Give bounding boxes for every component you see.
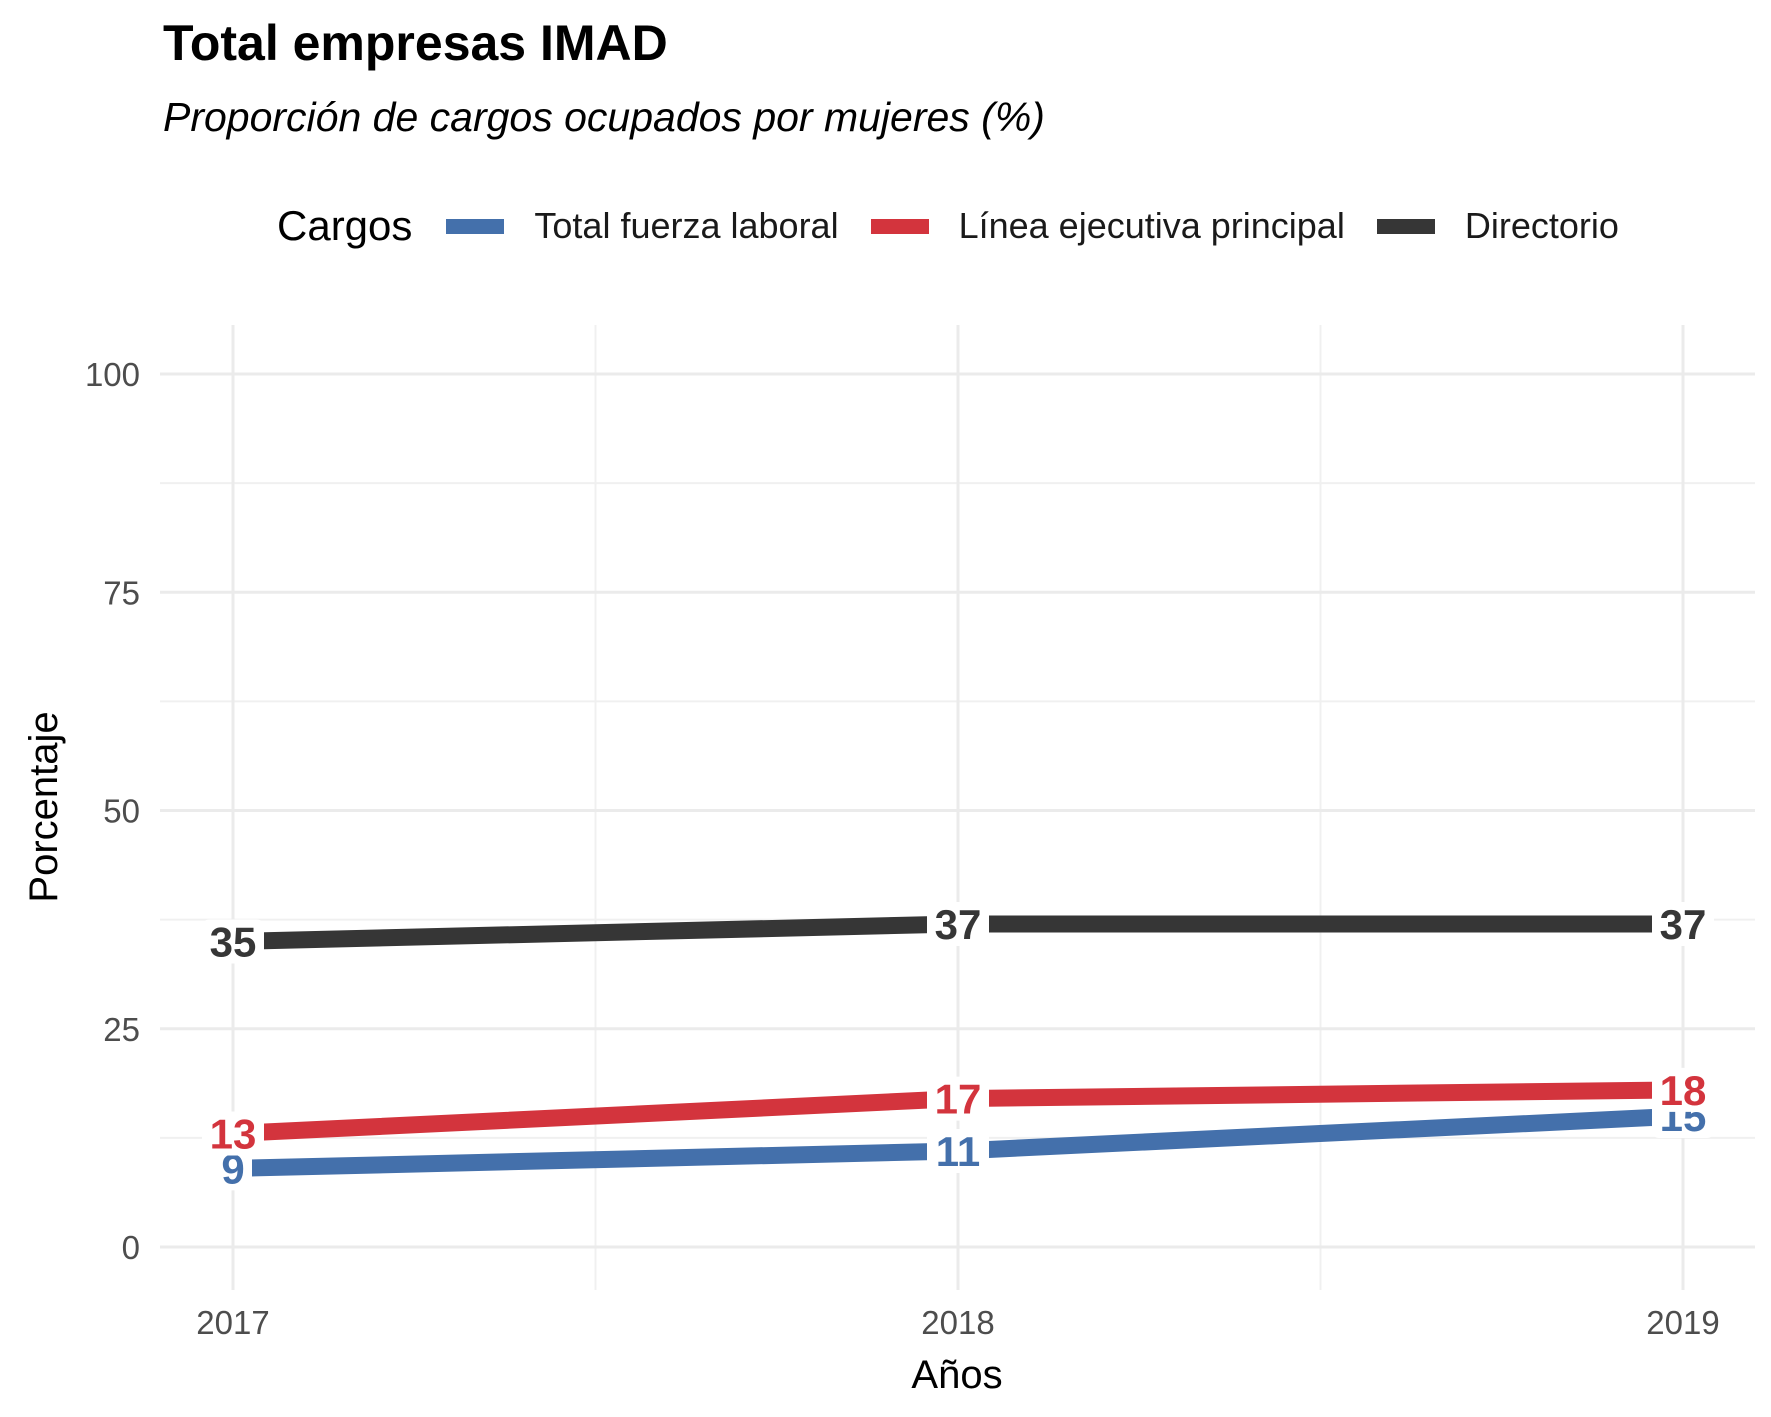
legend-label-linea-ejecutiva-principal: Línea ejecutiva principal — [958, 205, 1345, 246]
data-label-linea-ejecutiva-principal: 17 — [927, 1076, 989, 1123]
legend-label-total-fuerza-laboral: Total fuerza laboral — [534, 205, 839, 246]
data-label-text: 35 — [210, 918, 257, 965]
data-label-text: 18 — [1660, 1067, 1707, 1114]
legend-key-directorio — [1376, 218, 1435, 234]
data-label-box — [214, 1146, 252, 1191]
legend-title: Cargos — [277, 202, 413, 249]
chart-subtitle: Proporción de cargos ocupados por mujere… — [163, 94, 1045, 140]
legend-key-linea-ejecutiva-principal — [870, 218, 929, 234]
x-tick-label: 2018 — [921, 1304, 994, 1341]
x-tick-label: 2017 — [196, 1304, 269, 1341]
data-label-text: 37 — [935, 901, 982, 948]
legend-key-total-fuerza-laboral — [446, 218, 505, 234]
y-tick-label: 75 — [103, 574, 140, 611]
data-label-box — [927, 901, 989, 946]
data-label-text: 9 — [221, 1145, 244, 1192]
legend: Cargos Total fuerza laboral Línea ejecut… — [277, 196, 1651, 256]
y-tick-label: 100 — [85, 356, 140, 393]
data-label-text: 13 — [210, 1111, 257, 1158]
data-label-linea-ejecutiva-principal: 13 — [202, 1111, 264, 1158]
y-tick-label: 50 — [103, 793, 140, 830]
data-label-text: 17 — [935, 1076, 982, 1123]
data-label-text: 11 — [936, 1128, 980, 1175]
chart-title: Total empresas IMAD — [163, 15, 668, 71]
data-label-box — [202, 1111, 264, 1156]
y-tick-label: 25 — [103, 1011, 140, 1048]
legend-label-directorio: Directorio — [1464, 205, 1619, 246]
y-axis-ticks: 0 25 50 75 100 — [85, 356, 140, 1266]
data-label-linea-ejecutiva-principal: 18 — [1652, 1067, 1714, 1114]
data-label-box — [927, 1076, 989, 1121]
data-label-directorio: 35 — [202, 918, 264, 965]
y-tick-label: 0 — [122, 1229, 140, 1266]
legend-item-total-fuerza-laboral: Total fuerza laboral — [446, 205, 839, 247]
legend-item-directorio: Directorio — [1376, 205, 1619, 247]
legend-item-linea-ejecutiva-principal: Línea ejecutiva principal — [870, 205, 1345, 247]
data-label-total-fuerza-laboral: 9 — [214, 1145, 252, 1192]
x-axis-ticks: 2017 2018 2019 — [196, 1304, 1719, 1341]
data-label-box — [202, 919, 264, 964]
data-label-box — [1652, 1067, 1714, 1112]
data-label-box — [927, 1128, 989, 1173]
x-tick-label: 2019 — [1646, 1304, 1719, 1341]
data-label-directorio: 37 — [1652, 901, 1714, 948]
data-label-text: 37 — [1660, 901, 1707, 948]
data-label-box — [1652, 901, 1714, 946]
x-axis-title: Años — [911, 1353, 1002, 1397]
y-axis-title: Porcentaje — [22, 711, 66, 902]
data-label-directorio: 37 — [927, 901, 989, 948]
data-label-total-fuerza-laboral: 11 — [927, 1128, 989, 1175]
